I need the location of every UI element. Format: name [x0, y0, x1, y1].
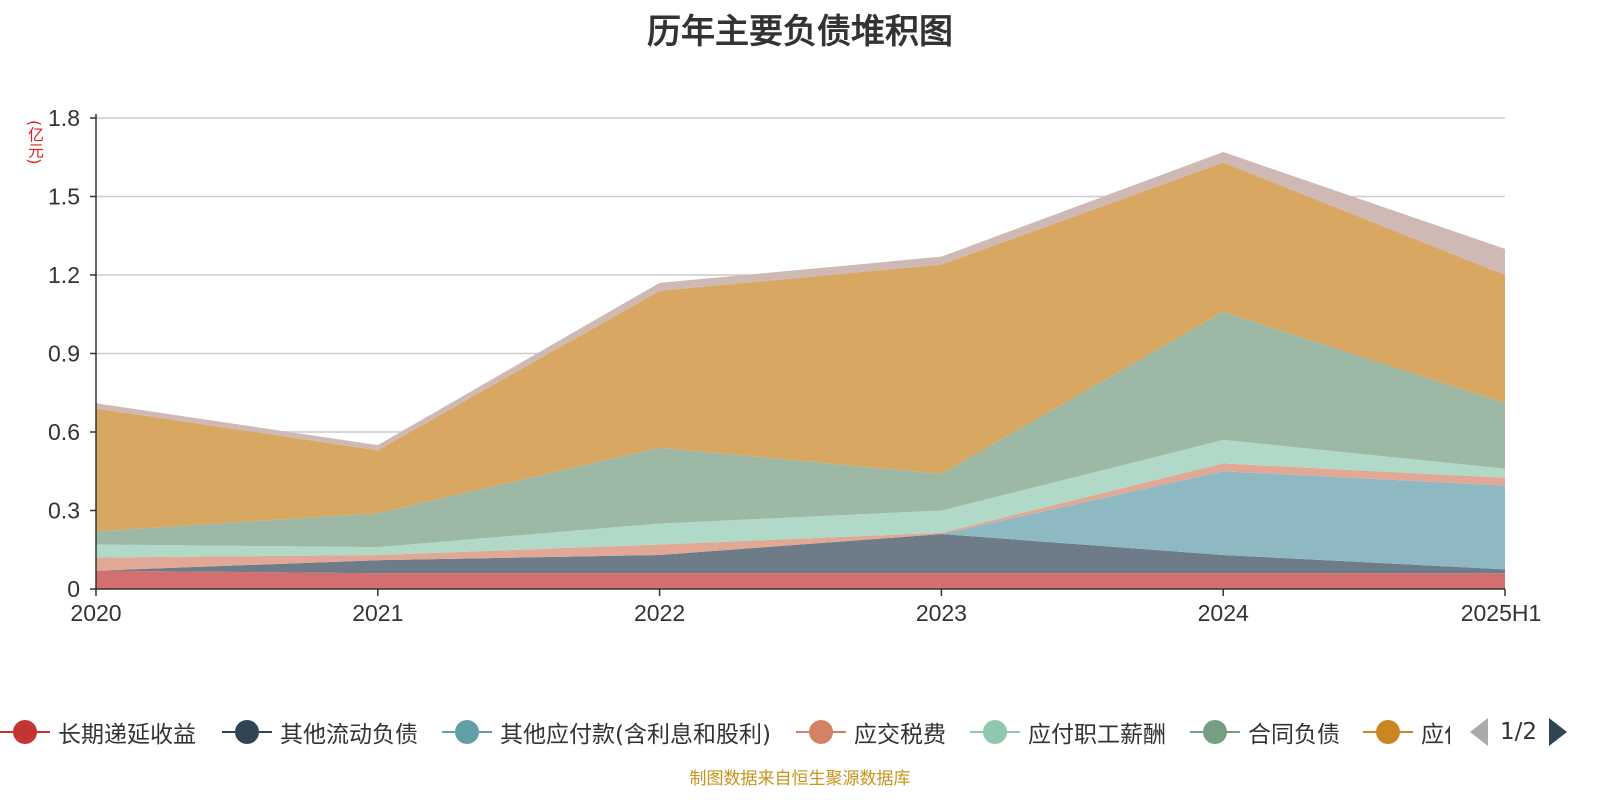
- legend-item[interactable]: 其他应付款(含利息和股利): [442, 712, 771, 752]
- legend-next-icon[interactable]: [1549, 718, 1568, 746]
- legend-prev-icon[interactable]: [1470, 718, 1488, 746]
- legend-label: 应付职工薪酬: [1028, 722, 1166, 748]
- legend-label: 其他流动负债: [280, 722, 418, 748]
- source-note: 制图数据来自恒生聚源数据库: [689, 769, 911, 789]
- legend-marker-icon: [222, 719, 272, 745]
- area-series-0[interactable]: [96, 570, 1505, 589]
- y-tick-label: 0.9: [48, 341, 80, 367]
- legend-label: 应付账款: [1421, 722, 1450, 748]
- chart-title: 历年主要负债堆积图: [647, 12, 953, 52]
- y-tick-label: 0: [67, 576, 80, 602]
- legend-label: 应交税费: [854, 722, 946, 748]
- axes: 0 0.3 0.6 0.9 1.2 1.5 1.8 2020 2021 2022 2023 2024 2…: [48, 105, 1541, 626]
- area-series-6[interactable]: [96, 162, 1505, 532]
- legend-marker-icon: [796, 719, 846, 745]
- x-tick-label: 2025H1: [1461, 600, 1542, 626]
- legend-pager: 1/2: [1470, 712, 1568, 752]
- y-tick-label: 1.5: [48, 184, 80, 210]
- legend-label: 合同负债: [1248, 722, 1340, 748]
- area-series-1[interactable]: [96, 534, 1505, 574]
- legend: 长期递延收益 其他流动负债 其他应付款(含利息和股利) 应交税费 应付职工薪酬 合同负债 应…: [0, 712, 1600, 752]
- area-series-5[interactable]: [96, 311, 1505, 548]
- legend-label: 其他应付款(含利息和股利): [500, 722, 771, 748]
- y-tick-label: 1.8: [48, 105, 80, 131]
- legend-item[interactable]: 合同负债: [1190, 712, 1340, 752]
- area-series-2[interactable]: [96, 471, 1505, 571]
- legend-item[interactable]: 长期递延收益: [0, 712, 196, 752]
- legend-page-indicator: 1/2: [1500, 719, 1538, 745]
- y-tick-label: 0.3: [48, 498, 80, 524]
- legend-item[interactable]: 应付账款: [1363, 712, 1450, 752]
- legend-marker-icon: [0, 719, 50, 745]
- legend-label: 长期递延收益: [58, 722, 196, 748]
- legend-items: 长期递延收益 其他流动负债 其他应付款(含利息和股利) 应交税费 应付职工薪酬 合同负债 应…: [0, 712, 1450, 752]
- y-axis-unit-label: (亿元): [25, 120, 44, 165]
- area-series-3[interactable]: [96, 463, 1505, 571]
- x-tick-label: 2020: [70, 600, 121, 626]
- x-tick-label: 2022: [634, 600, 685, 626]
- y-tick-label: 1.2: [48, 262, 80, 288]
- stacked-area-chart: 0 0.3 0.6 0.9 1.2 1.5 1.8 2020 2021 2022 2023 2024 2…: [48, 105, 1541, 626]
- legend-marker-icon: [442, 719, 492, 745]
- legend-item[interactable]: 应交税费: [796, 712, 946, 752]
- area-series-4[interactable]: [96, 439, 1505, 558]
- legend-marker-icon: [1190, 719, 1240, 745]
- area-series: [96, 152, 1505, 589]
- legend-item[interactable]: 应付职工薪酬: [970, 712, 1166, 752]
- x-tick-label: 2021: [352, 600, 403, 626]
- legend-item[interactable]: 其他流动负债: [222, 712, 418, 752]
- legend-marker-icon: [970, 719, 1020, 745]
- x-tick-label: 2023: [916, 600, 967, 626]
- legend-marker-icon: [1363, 719, 1413, 745]
- x-tick-label: 2024: [1198, 600, 1249, 626]
- y-tick-label: 0.6: [48, 419, 80, 445]
